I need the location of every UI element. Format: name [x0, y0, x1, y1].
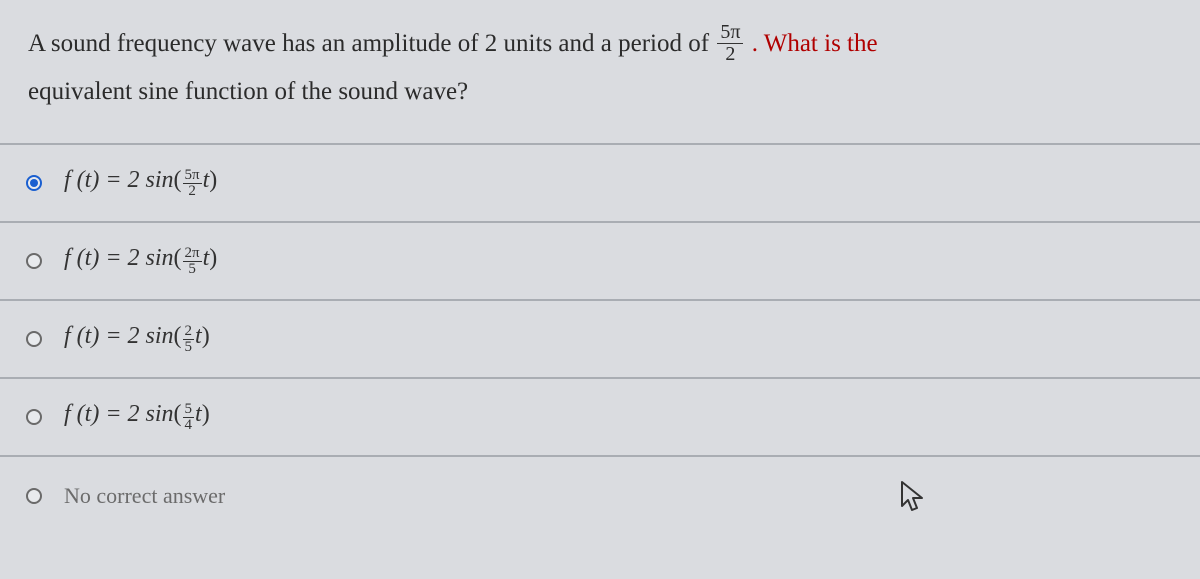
option-c[interactable]: f (t) = 2 sin(25t) [0, 301, 1200, 379]
option-b[interactable]: f (t) = 2 sin(2π5t) [0, 223, 1200, 301]
question-text: A sound frequency wave has an amplitude … [0, 0, 1200, 143]
option-d-formula: f (t) = 2 sin(54t) [64, 401, 210, 433]
option-b-formula: f (t) = 2 sin(2π5t) [64, 245, 217, 277]
radio-c[interactable] [26, 331, 42, 347]
radio-a[interactable] [26, 175, 42, 191]
radio-d[interactable] [26, 409, 42, 425]
question-part1: A sound frequency wave has an amplitude … [28, 30, 715, 57]
option-c-formula: f (t) = 2 sin(25t) [64, 323, 210, 355]
option-a-formula: f (t) = 2 sin(5π2t) [64, 167, 217, 199]
question-frac-den: 2 [717, 44, 743, 65]
option-e-label: No correct answer [64, 483, 225, 509]
question-frac-num: 5π [717, 22, 743, 44]
option-e[interactable]: No correct answer [0, 457, 1200, 535]
radio-b[interactable] [26, 253, 42, 269]
option-a[interactable]: f (t) = 2 sin(5π2t) [0, 145, 1200, 223]
question-line2: equivalent sine function of the sound wa… [28, 78, 468, 105]
options-list: f (t) = 2 sin(5π2t) f (t) = 2 sin(2π5t) … [0, 143, 1200, 535]
question-part2: . What is the [752, 30, 878, 57]
option-d[interactable]: f (t) = 2 sin(54t) [0, 379, 1200, 457]
question-fraction: 5π 2 [717, 22, 743, 65]
radio-e[interactable] [26, 488, 42, 504]
